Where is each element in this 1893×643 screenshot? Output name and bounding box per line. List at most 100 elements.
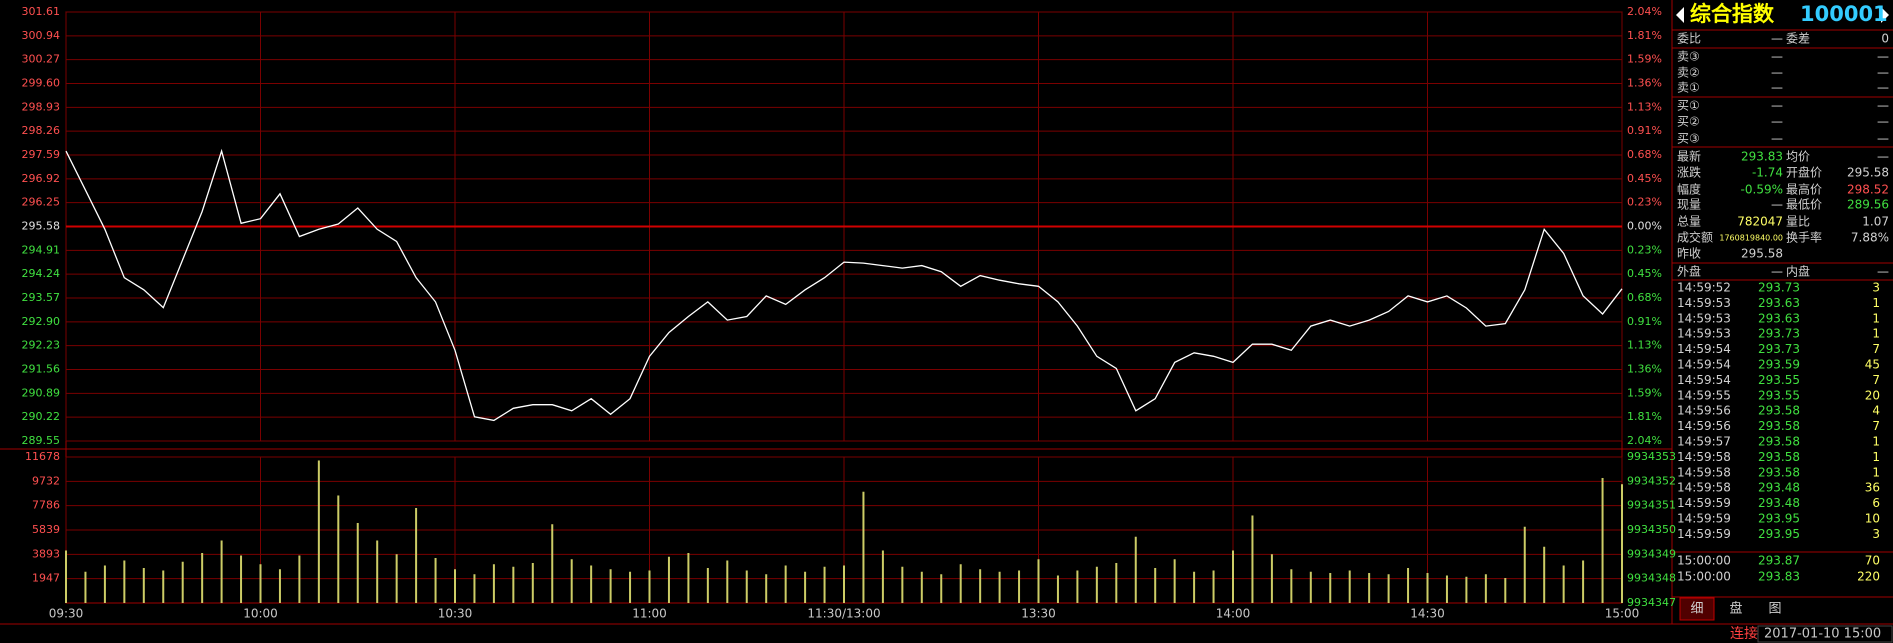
y-tick-label: 300.27 xyxy=(22,53,61,66)
volume-bar xyxy=(317,460,320,603)
trade-row: 1 xyxy=(1872,296,1880,310)
volume-bar xyxy=(123,560,126,603)
volume-bar xyxy=(84,571,87,603)
panel-tab[interactable]: 细 xyxy=(1690,602,1703,617)
ask-level: 卖① xyxy=(1677,81,1700,95)
volume-bar xyxy=(356,522,359,603)
volume-bar xyxy=(1115,562,1118,603)
y-tick-label: 292.23 xyxy=(22,339,61,352)
quote-field: 开盘价 xyxy=(1786,165,1822,180)
volume-bar xyxy=(765,574,768,603)
y2-tick-label: 9934353 xyxy=(1627,450,1676,463)
y2-tick-label: 1.36% xyxy=(1627,77,1662,90)
trade-row: 3 xyxy=(1872,281,1880,295)
ask-level: — xyxy=(1877,81,1889,95)
y2-tick-label: 0.45% xyxy=(1627,172,1662,185)
next-arrow[interactable] xyxy=(1881,7,1889,23)
x-tick-label: 13:30 xyxy=(1021,607,1056,621)
trade-row: 14:59:59 xyxy=(1677,512,1731,526)
y2-tick-label: 1.13% xyxy=(1627,338,1662,351)
trade-row: 293.73 xyxy=(1758,327,1800,341)
flow-field: — xyxy=(1877,265,1889,279)
volume-bar xyxy=(629,571,632,603)
y-tick-label: 292.90 xyxy=(22,315,61,328)
volume-bar xyxy=(843,565,845,603)
connection-status: 连接 xyxy=(1730,625,1758,642)
y-tick-label: 294.91 xyxy=(22,243,61,256)
y2-tick-label: 0.00% xyxy=(1627,220,1662,233)
volume-bar xyxy=(745,570,748,603)
datetime-box xyxy=(1757,625,1893,643)
trade-row: 293.95 xyxy=(1758,512,1800,526)
quote-field: -0.59% xyxy=(1741,183,1783,197)
volume-bar xyxy=(1037,559,1040,603)
quote-field: 均价 xyxy=(1786,150,1810,164)
quote-field: 量比 xyxy=(1786,215,1810,229)
trade-row: 14:59:54 xyxy=(1677,342,1731,356)
trade-row: 293.95 xyxy=(1758,527,1800,541)
bid-level: 买③ xyxy=(1677,132,1700,146)
trade-row: 7 xyxy=(1872,342,1880,356)
trade-row: 14:59:54 xyxy=(1677,358,1731,372)
final-trade-row: 293.83 xyxy=(1758,570,1800,584)
volume-bar xyxy=(259,564,262,603)
volume-bar xyxy=(590,565,593,603)
y2-tick-label: 9934351 xyxy=(1627,499,1676,512)
prev-arrow[interactable] xyxy=(1676,7,1684,23)
quote-field: 1.07 xyxy=(1862,215,1889,229)
flow-field: 内盘 xyxy=(1786,264,1810,279)
volume-bar xyxy=(862,491,865,603)
y2-tick-label: 0.91% xyxy=(1627,124,1662,137)
trade-row: 1 xyxy=(1872,435,1880,449)
ask-level: — xyxy=(1771,81,1783,95)
volume-bar xyxy=(881,550,884,603)
volume-bar xyxy=(162,570,165,603)
y-tick-label: 9732 xyxy=(32,474,60,487)
y2-tick-label: 9934348 xyxy=(1627,572,1676,585)
trade-row: 1 xyxy=(1872,450,1880,464)
y-tick-label: 293.57 xyxy=(22,291,61,304)
x-tick-label: 10:00 xyxy=(243,607,278,621)
trade-row: 14:59:53 xyxy=(1677,327,1731,341)
trade-row: 14:59:56 xyxy=(1677,404,1731,418)
trade-row: 293.73 xyxy=(1758,342,1800,356)
y-tick-label: 298.26 xyxy=(22,124,61,137)
trade-row: 293.48 xyxy=(1758,496,1800,510)
bid-level: — xyxy=(1877,115,1889,129)
order-stat: — xyxy=(1771,32,1783,46)
y-tick-label: 291.56 xyxy=(22,363,61,376)
trade-row: 293.48 xyxy=(1758,481,1800,495)
trade-row: 14:59:53 xyxy=(1677,296,1731,310)
trade-row: 4 xyxy=(1872,404,1880,418)
panel-code: 100001 xyxy=(1800,2,1888,26)
panel-tab[interactable]: 图 xyxy=(1768,602,1781,617)
y-tick-label: 296.92 xyxy=(22,172,61,185)
volume-bar xyxy=(648,570,651,603)
y-tick-label: 1947 xyxy=(32,572,60,585)
trade-row: 14:59:58 xyxy=(1677,481,1731,495)
volume-bar xyxy=(103,565,106,603)
volume-bar xyxy=(454,569,456,603)
trade-row: 14:59:58 xyxy=(1677,450,1731,464)
quote-field: 幅度 xyxy=(1677,182,1701,197)
volume-bar xyxy=(376,540,379,603)
trade-row: 45 xyxy=(1865,358,1880,372)
quote-field: — xyxy=(1877,150,1889,164)
y2-tick-label: 1.36% xyxy=(1627,363,1662,376)
volume-bar xyxy=(142,567,145,603)
volume-bar xyxy=(1056,575,1059,603)
volume-bar xyxy=(395,554,398,603)
bid-level: — xyxy=(1877,132,1889,146)
quote-field: 最新 xyxy=(1677,149,1701,164)
volume-bar xyxy=(1582,560,1585,603)
ask-level: 卖② xyxy=(1677,66,1700,80)
y-tick-label: 298.93 xyxy=(22,100,61,113)
panel-tab[interactable]: 盘 xyxy=(1729,601,1742,617)
quote-field: 换手率 xyxy=(1786,230,1822,245)
ask-level: — xyxy=(1877,66,1889,80)
volume-bar xyxy=(979,569,982,603)
volume-bar xyxy=(959,564,962,603)
quote-field: — xyxy=(1771,198,1783,212)
volume-bar xyxy=(298,555,301,603)
